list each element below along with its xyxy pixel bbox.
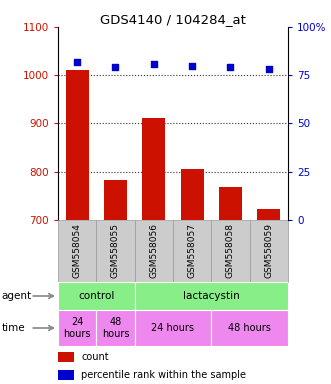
Point	[151, 61, 157, 67]
Text: GSM558059: GSM558059	[264, 223, 273, 278]
Bar	[135, 282, 288, 310]
Bar	[66, 70, 89, 220]
Text: count: count	[81, 352, 109, 362]
Text: GSM558058: GSM558058	[226, 223, 235, 278]
Bar	[58, 282, 135, 310]
Text: agent: agent	[2, 291, 32, 301]
Bar	[135, 220, 173, 282]
Text: control: control	[78, 291, 115, 301]
Point	[74, 59, 80, 65]
Text: 48 hours: 48 hours	[228, 323, 271, 333]
Text: GSM558056: GSM558056	[149, 223, 158, 278]
Bar	[257, 209, 280, 220]
Bar	[96, 310, 135, 346]
Bar	[219, 187, 242, 220]
Text: GSM558057: GSM558057	[188, 223, 197, 278]
Bar	[181, 169, 204, 220]
Text: percentile rank within the sample: percentile rank within the sample	[81, 370, 246, 380]
Point	[113, 65, 118, 71]
Bar	[58, 370, 74, 380]
Point	[228, 65, 233, 71]
Bar	[250, 220, 288, 282]
Bar	[173, 220, 211, 282]
Point	[266, 66, 271, 73]
Text: GSM558055: GSM558055	[111, 223, 120, 278]
Bar	[211, 220, 250, 282]
Text: 48
hours: 48 hours	[102, 317, 129, 339]
Text: time: time	[2, 323, 25, 333]
Text: 24
hours: 24 hours	[63, 317, 91, 339]
Bar	[58, 220, 96, 282]
Bar	[96, 220, 135, 282]
Bar	[135, 310, 211, 346]
Text: lactacystin: lactacystin	[183, 291, 240, 301]
Text: GSM558054: GSM558054	[72, 223, 82, 278]
Title: GDS4140 / 104284_at: GDS4140 / 104284_at	[100, 13, 246, 26]
Point	[189, 63, 195, 69]
Bar	[58, 352, 74, 362]
Text: 24 hours: 24 hours	[152, 323, 194, 333]
Bar	[104, 180, 127, 220]
Bar	[211, 310, 288, 346]
Bar	[58, 310, 96, 346]
Bar	[142, 118, 165, 220]
